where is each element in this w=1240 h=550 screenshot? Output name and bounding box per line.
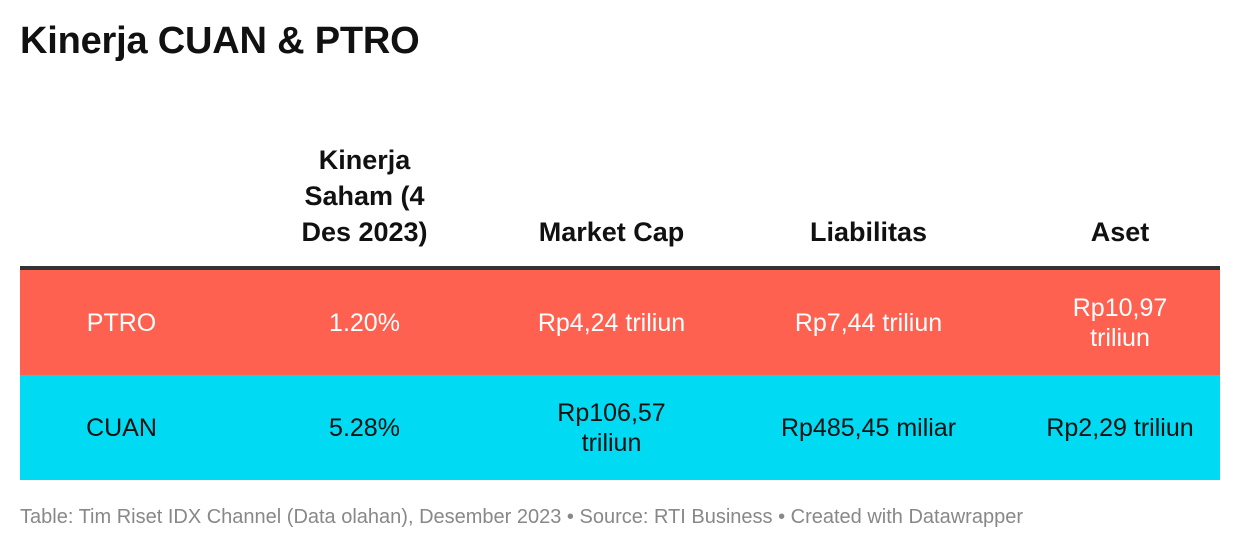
chart-title: Kinerja CUAN & PTRO <box>20 20 420 62</box>
cell-cuan-kinerja: 5.28% <box>329 413 400 442</box>
cell-cuan-aset: Rp2,29 triliun <box>1046 413 1194 442</box>
header-cell-liabilitas: Liabilitas <box>717 120 1020 270</box>
cell-cuan-market-cap: Rp106,57 triliun <box>506 375 717 480</box>
header-cell-aset: Aset <box>1020 120 1220 270</box>
cell-ptro-kinerja: 1.20% <box>329 308 400 337</box>
cell-ptro-name: PTRO <box>86 308 157 337</box>
header-cell-market-cap: Market Cap <box>506 120 717 270</box>
cell-ptro-aset: Rp10,97 triliun <box>1020 268 1220 375</box>
cell-ptro-aset-value: Rp10,97 triliun <box>1072 293 1168 352</box>
cell-cuan-name: CUAN <box>86 413 157 442</box>
cell-cuan-liabilitas: Rp485,45 miliar <box>780 413 957 442</box>
header-cell-name <box>20 120 223 270</box>
cell-ptro-liabilitas: Rp7,44 triliun <box>794 308 943 337</box>
cell-cuan-market-cap-value: Rp106,57 triliun <box>557 398 666 457</box>
data-table: Kinerja Saham (4 Des 2023) Market Cap Li… <box>20 120 1220 480</box>
table-header-row: Kinerja Saham (4 Des 2023) Market Cap Li… <box>20 120 1220 270</box>
footer-source-note: Table: Tim Riset IDX Channel (Data olaha… <box>20 506 1023 528</box>
header-cell-kinerja-saham: Kinerja Saham (4 Des 2023) <box>223 120 506 270</box>
table-row-cuan: CUAN 5.28% Rp106,57 triliun Rp485,45 mil… <box>20 375 1220 480</box>
header-label-kinerja-saham: Kinerja Saham (4 Des 2023) <box>301 145 428 247</box>
cell-ptro-market-cap: Rp4,24 triliun <box>537 308 686 337</box>
table-row-ptro: PTRO 1.20% Rp4,24 triliun Rp7,44 triliun… <box>20 268 1220 375</box>
